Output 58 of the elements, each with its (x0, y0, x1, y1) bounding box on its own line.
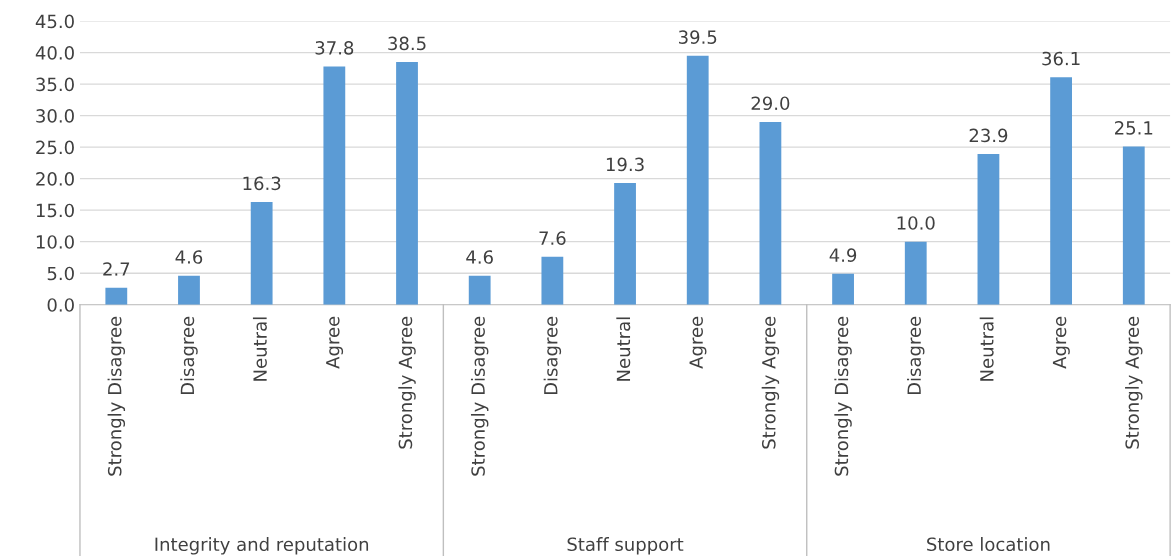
bar (396, 62, 418, 305)
data-label: 38.5 (388, 36, 426, 51)
bar (614, 183, 636, 305)
x-tick-label: Disagree (543, 316, 562, 395)
text: Staff support (567, 537, 684, 555)
bar (686, 55, 709, 305)
x-tick-label: Strongly Disagree (107, 316, 126, 476)
x-tick-label: Strongly Agree (398, 316, 416, 449)
bar (323, 66, 346, 305)
bar (1050, 77, 1073, 305)
y-tick-label: 20.0 (36, 172, 74, 186)
x-tick-label: Agree (1052, 316, 1070, 369)
bar (1122, 146, 1145, 305)
y-tick-label: 25.0 (36, 140, 74, 155)
bar (250, 201, 273, 305)
y-tick-label: 15.0 (36, 203, 74, 218)
y-tick-label: 30.0 (36, 109, 74, 123)
data-label: 25.1 (1115, 121, 1153, 135)
x-tick-label: Strongly Agree (1125, 316, 1143, 449)
text: Store location (927, 537, 1050, 552)
data-label: 7.6 (539, 231, 566, 245)
x-tick-label: Neutral (979, 317, 994, 381)
data-label: 37.8 (315, 41, 354, 55)
data-label: 4.6 (466, 250, 493, 264)
bar (977, 154, 1000, 305)
x-tick-label: Neutral (616, 317, 631, 381)
y-tick-label: 0.0 (47, 298, 74, 312)
bar (832, 273, 854, 305)
x-tick-label: Disagree (907, 316, 925, 395)
bar (904, 241, 927, 305)
data-label: 10.0 (897, 216, 935, 230)
bar (105, 287, 128, 305)
data-label: 29.0 (751, 96, 790, 111)
bar (468, 275, 491, 305)
x-tick-label: Neutral (252, 317, 267, 381)
y-tick-label: 10.0 (36, 235, 74, 249)
y-tick-label: 40.0 (35, 46, 74, 60)
x-tick-label: Strongly Agree (761, 316, 780, 449)
data-label: 4.9 (829, 248, 857, 262)
bar (178, 275, 200, 305)
x-tick-label: Agree (326, 316, 344, 369)
data-label: 36.1 (1042, 51, 1080, 66)
x-tick-label: Strongly Disagree (834, 316, 852, 476)
data-label: 2.7 (103, 262, 130, 276)
y-tick-label: 5.0 (47, 266, 74, 281)
data-label: 23.9 (969, 128, 1008, 143)
x-tick-label: Strongly Disagree (470, 316, 489, 476)
data-label: 16.3 (243, 176, 281, 191)
x-tick-label: Agree (689, 316, 707, 369)
text: Integrity and reputation (155, 537, 369, 555)
data-label: 4.6 (175, 250, 203, 264)
bar (541, 256, 564, 305)
y-tick-label: 35.0 (36, 77, 74, 92)
bar (759, 121, 782, 305)
data-label: 39.5 (679, 30, 717, 44)
data-label: 19.3 (606, 157, 644, 172)
y-tick-label: 45.0 (35, 14, 74, 29)
x-tick-label: Disagree (180, 316, 198, 395)
